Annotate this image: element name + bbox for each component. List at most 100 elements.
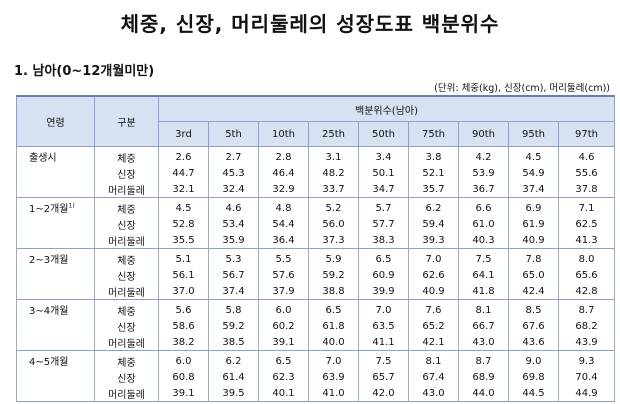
value-cell: 5.7 — [358, 197, 409, 216]
value-cell: 66.7 — [458, 318, 509, 334]
value-cell: 69.8 — [508, 369, 559, 385]
value-cell: 3.4 — [358, 146, 409, 165]
value-cell: 8.7 — [458, 350, 509, 369]
value-cell: 40.9 — [508, 232, 559, 249]
value-cell: 65.6 — [557, 267, 616, 283]
value-cell: 53.9 — [458, 165, 509, 181]
value-cell: 39.5 — [208, 385, 259, 402]
value-cell: 59.2 — [308, 267, 359, 283]
value-cell: 68.2 — [557, 318, 616, 334]
value-cell: 43.9 — [557, 334, 616, 351]
value-cell: 38.8 — [308, 283, 359, 300]
value-cell: 6.2 — [208, 350, 259, 369]
value-cell: 61.0 — [458, 216, 509, 232]
type-cell: 신장 — [94, 318, 159, 334]
header-age: 연령 — [16, 95, 95, 147]
value-cell: 43.0 — [408, 385, 459, 402]
value-cell: 44.0 — [458, 385, 509, 402]
value-cell: 5.9 — [308, 248, 359, 267]
value-cell: 61.8 — [308, 318, 359, 334]
value-cell: 62.6 — [408, 267, 459, 283]
value-cell: 8.5 — [508, 299, 559, 318]
header-percentile-5th: 5th — [208, 121, 259, 147]
value-cell: 57.7 — [358, 216, 409, 232]
value-cell: 39.1 — [258, 334, 309, 351]
value-cell: 53.4 — [208, 216, 259, 232]
value-cell: 38.2 — [158, 334, 209, 351]
value-cell: 4.6 — [557, 146, 616, 165]
value-cell: 2.6 — [158, 146, 209, 165]
table-row: 3~4개월 체중 5.6 5.8 6.0 6.5 7.0 7.6 8.1 8.5 8.7 — [16, 299, 616, 351]
header-percentile-3rd: 3rd — [158, 121, 209, 147]
age-cell: 1~2개월1) — [16, 197, 95, 249]
value-cell: 6.5 — [358, 248, 409, 267]
age-cell: 4~5개월 — [16, 350, 95, 402]
value-cell: 32.1 — [158, 181, 209, 198]
type-cell: 신장 — [94, 165, 159, 181]
table-row: 신장 52.8 53.4 54.4 56.0 57.7 59.4 61.0 61.9 62.5 — [17, 216, 616, 232]
value-cell: 9.3 — [557, 350, 616, 369]
value-cell: 41.3 — [557, 232, 616, 249]
age-label: 2~3개월 — [29, 255, 69, 266]
value-cell: 39.3 — [408, 232, 459, 249]
value-cell: 42.1 — [408, 334, 459, 351]
table-row: 머리둘레 39.1 39.5 40.1 41.0 42.0 43.0 44.0 44.5 44.9 — [17, 385, 616, 402]
value-cell: 59.4 — [408, 216, 459, 232]
value-cell: 39.9 — [358, 283, 409, 300]
value-cell: 37.8 — [557, 181, 616, 198]
footnote-mark: 1) — [68, 202, 75, 210]
value-cell: 59.2 — [208, 318, 259, 334]
value-cell: 35.7 — [408, 181, 459, 198]
value-cell: 3.8 — [408, 146, 459, 165]
value-cell: 36.7 — [458, 181, 509, 198]
value-cell: 67.6 — [508, 318, 559, 334]
table-row: 신장 58.6 59.2 60.2 61.8 63.5 65.2 66.7 67.6 68.2 — [17, 318, 616, 334]
value-cell: 7.0 — [408, 248, 459, 267]
value-cell: 32.4 — [208, 181, 259, 198]
age-label: 출생시 — [29, 153, 57, 164]
value-cell: 6.9 — [508, 197, 559, 216]
table-row: 2~3개월 체중 5.1 5.3 5.5 5.9 6.5 7.0 7.5 7.8 8.0 — [16, 248, 616, 300]
value-cell: 5.1 — [158, 248, 209, 267]
value-cell: 37.4 — [208, 283, 259, 300]
header-percentile-75th: 75th — [408, 121, 459, 147]
header-percentile-97th: 97th — [557, 121, 616, 147]
value-cell: 60.9 — [358, 267, 409, 283]
age-cell: 3~4개월 — [16, 299, 95, 351]
value-cell: 7.6 — [408, 299, 459, 318]
value-cell: 4.5 — [508, 146, 559, 165]
value-cell: 45.3 — [208, 165, 259, 181]
value-cell: 4.5 — [158, 197, 209, 216]
type-cell: 신장 — [94, 267, 159, 283]
value-cell: 65.7 — [358, 369, 409, 385]
value-cell: 63.5 — [358, 318, 409, 334]
value-cell: 7.8 — [508, 248, 559, 267]
value-cell: 38.3 — [358, 232, 409, 249]
value-cell: 54.9 — [508, 165, 559, 181]
type-cell: 신장 — [94, 216, 159, 232]
value-cell: 42.0 — [358, 385, 409, 402]
value-cell: 8.0 — [557, 248, 616, 267]
value-cell: 2.8 — [258, 146, 309, 165]
value-cell: 43.0 — [458, 334, 509, 351]
value-cell: 4.8 — [258, 197, 309, 216]
value-cell: 60.8 — [158, 369, 209, 385]
value-cell: 5.2 — [308, 197, 359, 216]
type-cell: 체중 — [94, 299, 159, 318]
table-row: 출생시 체중 2.6 2.7 2.8 3.1 3.4 3.8 4.2 4.5 4.6 — [16, 146, 616, 198]
type-cell: 체중 — [94, 248, 159, 267]
value-cell: 40.1 — [258, 385, 309, 402]
value-cell: 41.1 — [358, 334, 409, 351]
value-cell: 4.2 — [458, 146, 509, 165]
value-cell: 6.6 — [458, 197, 509, 216]
value-cell: 40.0 — [308, 334, 359, 351]
page-title: 체중, 신장, 머리둘레의 성장도표 백분위수 — [120, 12, 500, 36]
value-cell: 39.1 — [158, 385, 209, 402]
value-cell: 33.7 — [308, 181, 359, 198]
value-cell: 68.9 — [458, 369, 509, 385]
table-row: 머리둘레 32.1 32.4 32.9 33.7 34.7 35.7 36.7 37.4 37.8 — [17, 181, 616, 198]
value-cell: 5.5 — [258, 248, 309, 267]
header-percentile-95th: 95th — [508, 121, 559, 147]
table-row: 신장 44.7 45.3 46.4 48.2 50.1 52.1 53.9 54.9 55.6 — [17, 165, 616, 181]
